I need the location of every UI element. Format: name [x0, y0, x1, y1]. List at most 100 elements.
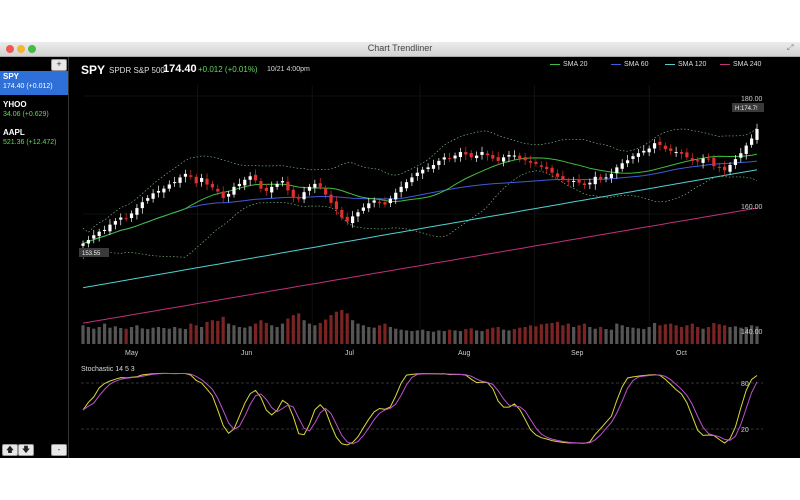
stochastic-lines: [82, 372, 758, 446]
close-window-button[interactable]: [6, 45, 14, 53]
volume-bar: [102, 323, 107, 344]
app-window: Chart Trendliner ⤢ + SPY 174.40 (+0.012)…: [0, 42, 800, 458]
volume-bar: [356, 323, 360, 344]
candlesticks: [81, 123, 759, 249]
candle-body: [685, 152, 689, 158]
candle-body: [291, 189, 295, 197]
candle-body: [334, 201, 339, 210]
candle-body: [264, 187, 268, 191]
volume-bar: [706, 327, 711, 344]
candle-body: [577, 179, 581, 183]
volume-bar: [280, 323, 285, 344]
candle-body: [313, 183, 317, 188]
volume-bar: [162, 328, 166, 344]
sma120-path: [82, 169, 758, 289]
candle-body: [340, 209, 344, 218]
candle-body: [755, 129, 759, 140]
volume-bar: [345, 313, 349, 344]
volume-bar: [329, 315, 333, 344]
volume-bar: [173, 327, 177, 344]
candle-body: [437, 160, 441, 166]
candle-body: [528, 161, 533, 163]
volume-bar: [442, 331, 446, 344]
candle-body: [162, 188, 166, 193]
volume-bar: [437, 330, 441, 344]
candle-body: [733, 159, 738, 166]
candle-body: [690, 158, 694, 161]
volume-bar: [92, 328, 96, 344]
volume-bar: [297, 313, 301, 344]
volume-bar: [259, 320, 263, 344]
volume-bar: [183, 329, 188, 344]
volume-bar: [264, 322, 268, 344]
chart-area[interactable]: SPY SPDR S&P 500 174.40 +0.012 (+0.01%) …: [69, 57, 800, 458]
symbol-item-yhoo[interactable]: YHOO 34.06 (+0.629): [0, 99, 68, 123]
volume-bar: [539, 324, 543, 344]
candle-body: [178, 177, 182, 183]
fullscreen-icon[interactable]: ⤢: [787, 43, 794, 52]
volume-bar: [723, 325, 727, 344]
volume-bar: [178, 328, 182, 344]
volume-bar: [324, 319, 328, 344]
symbol-item-spy[interactable]: SPY 174.40 (+0.012): [0, 71, 68, 95]
candle-body: [739, 153, 743, 158]
candle-body: [92, 235, 96, 239]
volume-bar: [194, 325, 198, 344]
add-symbol-button[interactable]: +: [51, 59, 67, 71]
volume-bar: [135, 325, 139, 344]
volume-bar: [572, 327, 576, 344]
symbol-quote: 34.06 (+0.629): [3, 111, 49, 118]
sma20-path: [82, 153, 758, 244]
volume-bar: [652, 322, 657, 344]
stochastic-level-20: 20: [741, 427, 749, 434]
symbol-quote: 174.40 (+0.012): [3, 83, 53, 90]
candle-body: [545, 166, 549, 170]
volume-bars: [81, 310, 759, 344]
legend-swatch: [720, 63, 730, 65]
candle-body: [297, 198, 301, 200]
volume-bar: [545, 323, 549, 344]
volume-bar: [200, 327, 204, 344]
candle-body: [248, 176, 252, 180]
remove-symbol-button[interactable]: -: [51, 444, 67, 456]
stochastic-k-line: [82, 372, 758, 446]
window-title: Chart Trendliner: [367, 43, 433, 53]
volume-bar: [377, 325, 382, 344]
month-label-jul: Jul: [345, 350, 354, 357]
candle-body: [480, 152, 484, 155]
volume-bar: [518, 327, 522, 344]
candle-body: [216, 188, 220, 192]
candle-body: [146, 198, 150, 201]
move-up-button[interactable]: 🡅: [2, 444, 18, 456]
zoom-window-button[interactable]: [28, 45, 36, 53]
volume-bar: [534, 326, 538, 344]
legend-swatch: [550, 63, 560, 65]
volume-bar: [415, 330, 419, 344]
candle-body: [593, 176, 597, 185]
candle-body: [491, 155, 495, 159]
minimize-window-button[interactable]: [17, 45, 25, 53]
candle-body: [485, 153, 489, 155]
volume-bar: [237, 327, 241, 344]
price-chart[interactable]: 180.00 160.00 140.00 H:174.7! 153.55 May…: [69, 57, 800, 458]
volume-bar: [253, 323, 258, 344]
volume-bar: [383, 323, 387, 344]
volume-bar: [593, 328, 597, 344]
volume-bar: [712, 322, 716, 344]
move-down-button[interactable]: 🡇: [18, 444, 34, 456]
candle-body: [464, 152, 468, 155]
symbol-item-aapl[interactable]: AAPL 521.36 (+12.472): [0, 127, 68, 151]
candle-body: [113, 221, 117, 225]
volume-bar: [480, 331, 484, 344]
candle-body: [221, 191, 225, 199]
candle-body: [728, 165, 732, 172]
axis-label-160: 160.00: [741, 204, 763, 211]
candle-body: [534, 161, 538, 164]
volume-bar: [550, 322, 554, 344]
candle-body: [712, 157, 716, 167]
candle-body: [512, 155, 516, 157]
candle-body: [501, 157, 506, 162]
symbol-name: SPY: [3, 72, 20, 81]
month-label-aug: Aug: [458, 350, 471, 357]
candle-body: [119, 217, 123, 220]
